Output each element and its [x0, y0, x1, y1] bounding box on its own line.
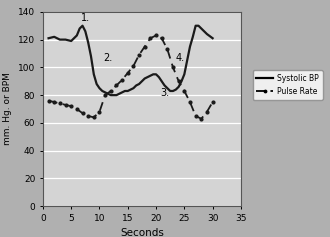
Legend: Systolic BP, Pulse Rate: Systolic BP, Pulse Rate — [253, 70, 323, 100]
Text: 1.: 1. — [82, 13, 90, 23]
Y-axis label: mm. Hg. or BPM: mm. Hg. or BPM — [3, 73, 13, 146]
Text: 2.: 2. — [103, 53, 112, 63]
Text: 4.: 4. — [175, 53, 184, 63]
Text: 3.: 3. — [161, 88, 170, 98]
X-axis label: Seconds: Seconds — [120, 228, 164, 237]
